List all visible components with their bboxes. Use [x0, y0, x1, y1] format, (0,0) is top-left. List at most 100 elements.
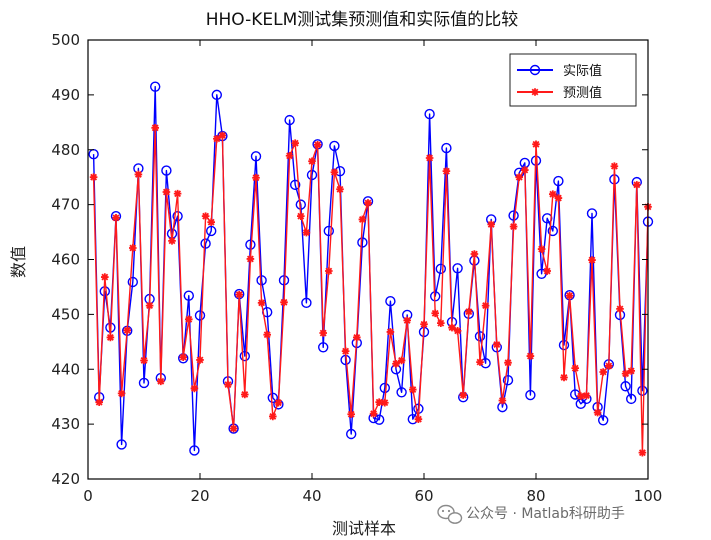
data-point-predicted — [207, 218, 215, 226]
data-point-predicted — [218, 131, 227, 140]
data-point-actual — [250, 151, 262, 162]
data-point-predicted — [453, 327, 462, 335]
data-point-predicted — [504, 358, 512, 367]
data-point-predicted — [571, 364, 579, 372]
y-tick-label: 470 — [51, 196, 80, 214]
data-point-actual — [424, 108, 435, 120]
data-point-predicted — [224, 380, 232, 389]
data-point-predicted — [532, 140, 540, 149]
data-point-actual — [318, 342, 329, 353]
data-point-actual — [149, 81, 161, 92]
data-point-actual — [586, 208, 598, 219]
data-point-predicted — [605, 362, 613, 370]
x-tick-label: 20 — [190, 487, 209, 505]
y-tick-label: 450 — [51, 305, 80, 323]
data-point-actual — [301, 297, 312, 309]
data-point-actual — [194, 310, 206, 321]
data-point-predicted — [185, 315, 193, 324]
data-point-actual — [385, 296, 396, 307]
data-point-predicted — [431, 309, 439, 318]
data-point-actual — [323, 225, 334, 237]
data-point-predicted — [593, 408, 602, 417]
data-point-predicted — [129, 244, 137, 252]
legend-marker-actual — [529, 64, 541, 76]
data-point-predicted — [414, 415, 423, 423]
data-point-actual — [452, 263, 463, 274]
data-point-actual — [346, 428, 357, 440]
legend-marker-predicted — [531, 88, 539, 96]
data-point-predicted — [112, 213, 120, 222]
data-point-predicted — [257, 299, 266, 307]
data-point-predicted — [313, 141, 322, 149]
data-point-predicted — [347, 410, 355, 419]
data-point-predicted — [621, 369, 630, 378]
data-point-predicted — [157, 377, 165, 386]
data-point-actual — [374, 414, 385, 425]
data-point-predicted — [565, 291, 574, 300]
data-point-predicted — [627, 367, 635, 375]
data-point-predicted — [89, 173, 98, 181]
data-point-predicted — [409, 385, 417, 394]
data-point-predicted — [341, 347, 350, 355]
data-point-actual — [508, 210, 519, 221]
data-point-predicted — [420, 320, 428, 329]
data-point-predicted — [246, 255, 255, 263]
data-point-predicted — [381, 398, 389, 407]
data-point-predicted — [252, 173, 260, 182]
data-point-actual — [329, 140, 340, 152]
data-point-actual — [290, 179, 301, 191]
y-tick-label: 440 — [51, 360, 80, 378]
data-point-actual — [553, 175, 564, 187]
watermark-text: 公众号 · Matlab科研助手 — [466, 506, 625, 522]
data-point-predicted — [101, 273, 109, 281]
data-point-predicted — [353, 333, 361, 342]
data-point-predicted — [599, 368, 607, 376]
data-point-predicted — [448, 323, 456, 332]
legend-label-predicted: 预测值 — [563, 85, 602, 101]
data-point-predicted — [437, 319, 445, 327]
data-point-predicted — [106, 333, 115, 342]
data-point-predicted — [302, 228, 311, 237]
data-point-actual — [189, 445, 200, 456]
data-point-predicted — [509, 222, 518, 231]
data-point-predicted — [162, 188, 171, 196]
data-point-actual — [396, 387, 407, 398]
axis-ticks: 0 20 40 60 80 100 420 430 440 450 460 470 480 490 500 — [51, 31, 662, 505]
x-tick-label: 0 — [83, 487, 93, 505]
data-point-predicted — [95, 398, 103, 406]
x-axis-label: 测试样本 — [332, 519, 396, 538]
data-point-actual — [161, 165, 172, 176]
plot-area — [88, 40, 648, 479]
data-point-predicted — [134, 170, 143, 179]
data-point-predicted — [638, 448, 647, 457]
data-point-actual — [637, 385, 648, 396]
data-point-predicted — [577, 392, 585, 400]
series-predicted — [89, 124, 652, 457]
data-point-predicted — [403, 316, 411, 325]
data-point-predicted — [291, 139, 299, 147]
legend-star-marker — [531, 88, 539, 96]
data-point-predicted — [397, 356, 406, 365]
data-point-predicted — [201, 212, 210, 220]
data-point-actual — [620, 381, 631, 392]
chart-title: HHO-KELM测试集预测值和实际值的比较 — [206, 10, 519, 30]
data-point-predicted — [521, 166, 529, 174]
data-point-predicted — [633, 181, 641, 189]
data-point-predicted — [554, 194, 563, 202]
data-point-actual — [267, 392, 278, 403]
data-point-actual — [284, 114, 295, 126]
data-point-predicted — [297, 212, 305, 220]
legend-circle-marker — [529, 64, 541, 76]
data-point-actual — [525, 389, 536, 401]
data-point-actual — [474, 331, 486, 342]
data-point-predicted — [442, 167, 451, 175]
wechat-icon — [437, 504, 463, 524]
data-point-predicted — [330, 168, 339, 177]
data-point-actual — [435, 263, 446, 275]
data-point-actual — [138, 377, 150, 389]
data-point-predicted — [465, 307, 473, 316]
data-point-predicted — [375, 398, 383, 406]
data-point-predicted — [386, 328, 395, 336]
data-point-actual — [205, 225, 217, 237]
